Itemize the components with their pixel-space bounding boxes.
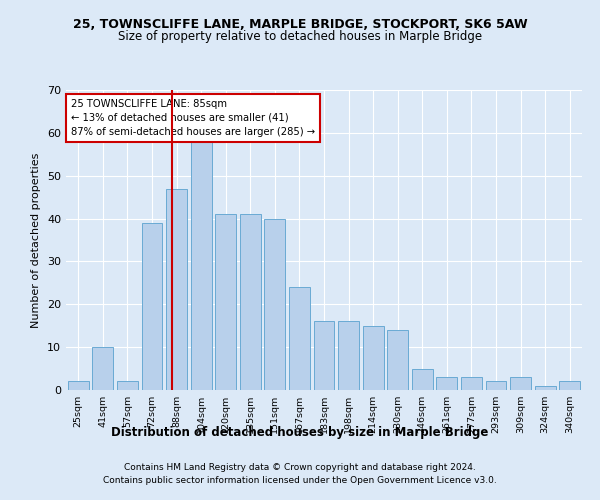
Bar <box>68 382 89 390</box>
Bar <box>412 368 433 390</box>
Bar <box>289 287 310 390</box>
Text: Contains HM Land Registry data © Crown copyright and database right 2024.: Contains HM Land Registry data © Crown c… <box>124 464 476 472</box>
Bar <box>142 223 163 390</box>
Bar <box>265 218 286 390</box>
Bar <box>338 322 359 390</box>
Y-axis label: Number of detached properties: Number of detached properties <box>31 152 41 328</box>
Bar <box>436 377 457 390</box>
Bar <box>559 382 580 390</box>
Text: Contains public sector information licensed under the Open Government Licence v3: Contains public sector information licen… <box>103 476 497 485</box>
Bar <box>166 188 187 390</box>
Bar <box>240 214 261 390</box>
Bar <box>510 377 531 390</box>
Bar <box>362 326 383 390</box>
Bar <box>117 382 138 390</box>
Bar <box>314 322 334 390</box>
Bar <box>92 347 113 390</box>
Bar <box>191 142 212 390</box>
Bar <box>535 386 556 390</box>
Bar <box>485 382 506 390</box>
Bar <box>215 214 236 390</box>
Text: Distribution of detached houses by size in Marple Bridge: Distribution of detached houses by size … <box>112 426 488 439</box>
Text: 25 TOWNSCLIFFE LANE: 85sqm
← 13% of detached houses are smaller (41)
87% of semi: 25 TOWNSCLIFFE LANE: 85sqm ← 13% of deta… <box>71 99 315 137</box>
Bar <box>387 330 408 390</box>
Text: 25, TOWNSCLIFFE LANE, MARPLE BRIDGE, STOCKPORT, SK6 5AW: 25, TOWNSCLIFFE LANE, MARPLE BRIDGE, STO… <box>73 18 527 30</box>
Text: Size of property relative to detached houses in Marple Bridge: Size of property relative to detached ho… <box>118 30 482 43</box>
Bar <box>461 377 482 390</box>
